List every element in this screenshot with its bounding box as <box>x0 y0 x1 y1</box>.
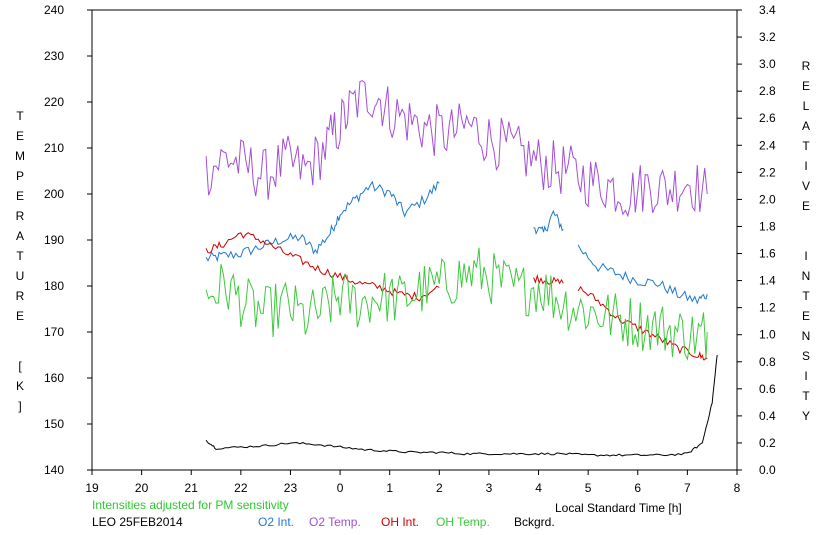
x-tick-label: 8 <box>734 481 741 495</box>
axis-title-char: E <box>802 309 810 323</box>
y-right-tick-label: 0.0 <box>759 463 776 477</box>
bckgrd-line <box>205 354 718 457</box>
y-left-tick-label: 150 <box>44 417 64 431</box>
x-tick-label: 22 <box>234 481 248 495</box>
oh-temp-line <box>205 247 708 361</box>
legend-oh-int: OH Int. <box>381 515 419 529</box>
y-right-tick-label: 2.8 <box>759 84 776 98</box>
y-left-tick-label: 140 <box>44 463 64 477</box>
axis-title-char: S <box>802 349 810 363</box>
y-axis-left: 140 150 160 170 180 190 200 210 220 230 240 <box>44 3 92 477</box>
y-right-tick-label: 0.6 <box>759 382 776 396</box>
y-right-tick-label: 1.4 <box>759 274 776 288</box>
axis-title-char: T <box>16 249 24 263</box>
legend-o2-int: O2 Int. <box>258 515 294 529</box>
axis-title-char: T <box>802 139 810 153</box>
axis-title-char: I <box>804 159 807 173</box>
x-tick-label: 5 <box>585 481 592 495</box>
series-layer <box>205 80 718 457</box>
axis-title-char: E <box>16 189 24 203</box>
y-left-tick-label: 220 <box>44 95 64 109</box>
y-axis-right: 0.0 0.2 0.4 0.6 0.8 1.0 1.2 1.4 1.6 1.8 2.0 2.2 2.4 2… <box>737 3 776 477</box>
axis-title-char: N <box>802 269 811 283</box>
o2-int-line <box>533 209 564 236</box>
o2-int-line <box>577 244 708 305</box>
axis-title-char: E <box>802 199 810 213</box>
x-axis-title: Local Standard Time [h] <box>555 501 682 515</box>
x-tick-label: 7 <box>684 481 691 495</box>
y-right-tick-label: 2.0 <box>759 192 776 206</box>
oh-int-line <box>533 273 564 285</box>
y-left-tick-label: 190 <box>44 233 64 247</box>
y-left-tick-label: 200 <box>44 187 64 201</box>
y-right-tick-label: 3.2 <box>759 30 776 44</box>
o2-temp-line <box>205 80 708 218</box>
axis-title-char: A <box>16 229 24 243</box>
y-right-tick-label: 2.2 <box>759 165 776 179</box>
axis-title-char: ] <box>18 399 21 413</box>
axis-title-char: T <box>16 109 24 123</box>
legend-bckgrd: Bckgrd. <box>514 515 555 529</box>
o2-int-line <box>205 180 440 263</box>
x-tick-label: 20 <box>135 481 149 495</box>
axis-title-char: R <box>16 209 25 223</box>
y-left-tick-label: 240 <box>44 3 64 17</box>
axis-title-char: A <box>802 119 810 133</box>
axis-title-char: Y <box>802 409 810 423</box>
x-tick-label: 19 <box>85 481 99 495</box>
axis-title-char: T <box>802 289 810 303</box>
y-left-tick-label: 160 <box>44 371 64 385</box>
y-left-tick-label: 210 <box>44 141 64 155</box>
oh-int-line <box>205 232 440 302</box>
axis-title-char: N <box>802 329 811 343</box>
x-axis: 19 20 21 22 23 0 1 2 3 4 5 6 7 8 <box>85 470 741 495</box>
x-tick-label: 21 <box>185 481 199 495</box>
axis-title-char: V <box>802 179 810 193</box>
y-right-tick-label: 1.2 <box>759 301 776 315</box>
x-tick-label: 6 <box>634 481 641 495</box>
station-label: LEO 25FEB2014 <box>92 515 183 529</box>
legend-oh-temp: OH Temp. <box>436 515 490 529</box>
axis-title-char: E <box>16 129 24 143</box>
legend-o2-temp: O2 Temp. <box>309 515 361 529</box>
y-right-tick-label: 3.0 <box>759 57 776 71</box>
y-right-tick-label: 1.8 <box>759 219 776 233</box>
y-right-tick-label: 0.2 <box>759 436 776 450</box>
y-right-tick-label: 3.4 <box>759 3 776 17</box>
oh-int-line <box>577 285 708 361</box>
axis-title-char: L <box>803 99 810 113</box>
axis-title-char: R <box>802 59 811 73</box>
axis-title-char: K <box>16 379 24 393</box>
x-tick-label: 23 <box>284 481 298 495</box>
axis-title-char: [ <box>18 359 22 373</box>
x-tick-label: 4 <box>535 481 542 495</box>
x-tick-label: 0 <box>337 481 344 495</box>
axis-title-char: P <box>16 169 24 183</box>
axis-title-char: M <box>15 149 25 163</box>
y-left-tick-label: 230 <box>44 49 64 63</box>
y-right-tick-label: 1.0 <box>759 328 776 342</box>
axis-title-char: E <box>802 79 810 93</box>
y-right-tick-label: 0.4 <box>759 409 776 423</box>
axis-title-char: I <box>804 369 807 383</box>
axis-title-char: U <box>16 269 25 283</box>
y-right-tick-label: 2.6 <box>759 111 776 125</box>
y-left-tick-label: 170 <box>44 325 64 339</box>
note-text: Intensities adjusted for PM sensitivity <box>92 498 289 512</box>
y-right-tick-label: 2.4 <box>759 138 776 152</box>
axis-title-char: T <box>802 389 810 403</box>
x-tick-label: 2 <box>436 481 443 495</box>
x-tick-label: 1 <box>386 481 393 495</box>
plot-frame <box>91 9 738 471</box>
y-right-tick-label: 0.8 <box>759 355 776 369</box>
y-right-tick-label: 1.6 <box>759 247 776 261</box>
axis-title-char: R <box>16 289 25 303</box>
axis-title-char: I <box>804 249 807 263</box>
y-left-tick-label: 180 <box>44 279 64 293</box>
axis-title-char: E <box>16 309 24 323</box>
x-tick-label: 3 <box>486 481 493 495</box>
